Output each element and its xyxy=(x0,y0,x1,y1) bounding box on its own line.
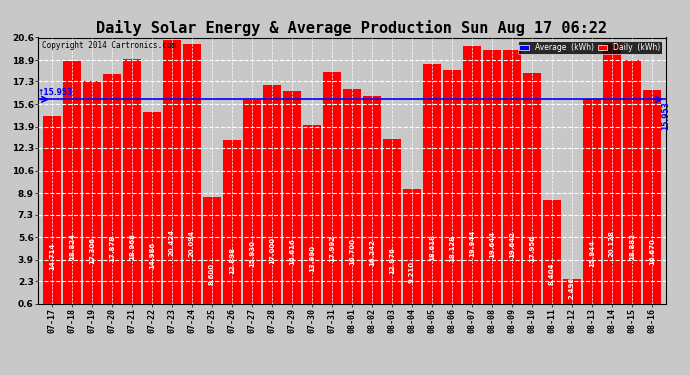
Bar xyxy=(263,86,281,304)
Bar xyxy=(463,46,481,304)
Text: 12.898: 12.898 xyxy=(229,247,235,274)
Bar xyxy=(223,140,241,304)
Text: 19.642: 19.642 xyxy=(509,231,515,258)
Text: 17.306: 17.306 xyxy=(89,237,95,264)
Text: 2.496: 2.496 xyxy=(569,277,575,299)
Text: 13.990: 13.990 xyxy=(309,244,315,272)
Bar xyxy=(383,139,401,304)
Text: 17.000: 17.000 xyxy=(269,237,275,264)
Bar xyxy=(363,96,381,304)
Bar xyxy=(43,116,61,304)
Text: ↑15.953: ↑15.953 xyxy=(38,88,73,98)
Bar xyxy=(243,100,261,304)
Text: 20.128: 20.128 xyxy=(609,230,615,257)
Bar xyxy=(323,72,341,304)
Bar xyxy=(423,64,441,304)
Bar xyxy=(103,74,121,304)
Text: 17.992: 17.992 xyxy=(329,235,335,262)
Bar xyxy=(283,90,301,304)
Text: 20.424: 20.424 xyxy=(169,229,175,256)
Bar xyxy=(542,200,561,304)
Text: 19.944: 19.944 xyxy=(469,230,475,257)
Bar xyxy=(443,70,461,304)
Text: 16.242: 16.242 xyxy=(369,239,375,266)
Bar xyxy=(303,126,321,304)
Text: 20.094: 20.094 xyxy=(189,230,195,257)
Title: Daily Solar Energy & Average Production Sun Aug 17 06:22: Daily Solar Energy & Average Production … xyxy=(97,20,607,36)
Text: 16.700: 16.700 xyxy=(349,238,355,265)
Text: Copyright 2014 Cartronics.com: Copyright 2014 Cartronics.com xyxy=(42,42,176,51)
Text: 14.714: 14.714 xyxy=(49,243,55,270)
Bar xyxy=(503,50,521,304)
Text: 15.953: 15.953 xyxy=(661,101,671,130)
Text: 17.956: 17.956 xyxy=(529,235,535,262)
Bar xyxy=(622,60,641,304)
Text: 16.616: 16.616 xyxy=(289,238,295,266)
Bar xyxy=(403,189,421,304)
Text: 18.128: 18.128 xyxy=(449,235,455,262)
Bar xyxy=(642,90,661,304)
Bar xyxy=(63,61,81,304)
Bar xyxy=(562,279,581,304)
Text: 15.930: 15.930 xyxy=(249,240,255,267)
Text: 8.600: 8.600 xyxy=(209,262,215,285)
Text: 16.670: 16.670 xyxy=(649,238,655,265)
Bar xyxy=(143,112,161,304)
Text: 18.824: 18.824 xyxy=(69,233,75,260)
Text: 14.986: 14.986 xyxy=(149,242,155,269)
Text: 9.210: 9.210 xyxy=(409,261,415,283)
Bar xyxy=(183,44,201,304)
Bar xyxy=(123,59,141,304)
Text: 18.968: 18.968 xyxy=(129,233,135,260)
Text: 19.644: 19.644 xyxy=(489,231,495,258)
Text: 18.618: 18.618 xyxy=(429,234,435,261)
Bar xyxy=(582,99,601,304)
Bar xyxy=(343,89,361,304)
Bar xyxy=(203,197,221,304)
Legend: Average  (kWh), Daily  (kWh): Average (kWh), Daily (kWh) xyxy=(518,41,662,54)
Text: 18.882: 18.882 xyxy=(629,233,635,260)
Bar xyxy=(483,50,501,304)
Text: 12.976: 12.976 xyxy=(389,247,395,274)
Bar xyxy=(163,40,181,304)
Bar xyxy=(602,44,621,304)
Text: 17.878: 17.878 xyxy=(109,235,115,262)
Bar xyxy=(522,73,541,304)
Text: 15.944: 15.944 xyxy=(589,240,595,267)
Text: 8.404: 8.404 xyxy=(549,262,555,285)
Bar xyxy=(83,81,101,304)
